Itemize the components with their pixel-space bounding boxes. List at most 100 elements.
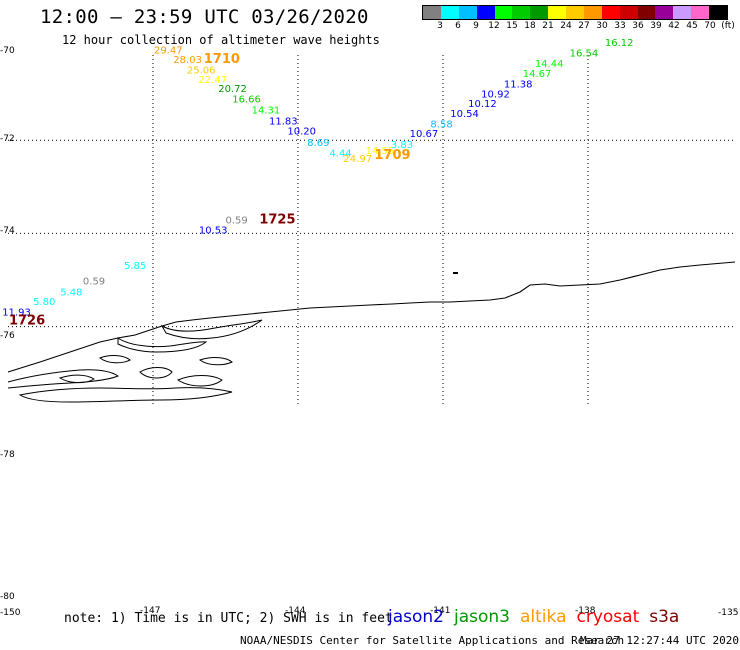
wave-height-value: 4.44 [329,149,351,160]
wave-height-value: 10.92 [481,89,510,100]
wave-height-value: 28.03 [173,55,202,66]
latitude-label: -74 [0,226,15,236]
wave-height-value: 8.58 [430,120,452,131]
wave-height-value: 10.67 [410,129,439,140]
island-5 [198,357,233,366]
wave-height-value: 16.66 [232,94,261,105]
rock-dot [453,272,458,274]
island-1 [139,367,173,379]
latitude-label: -70 [0,46,15,56]
wave-height-value: 8.69 [307,138,329,149]
island-3 [58,374,95,384]
longitude-label: -138 [575,606,596,616]
wave-height-value: 11.83 [269,116,298,127]
wave-height-value: 25.06 [187,66,216,77]
scale-label: 9 [473,21,479,31]
scale-swatch [673,6,692,19]
wave-height-value: 11.38 [504,80,533,91]
longitude-label: -144 [285,606,306,616]
wave-height-value: 5.85 [124,261,146,272]
wave-height-value: 3.83 [391,140,413,151]
latitude-label: -80 [0,592,15,602]
scale-label: 70 [704,21,716,31]
island-2 [176,375,223,387]
legend-cryosat: cryosat [576,607,640,627]
map-subtitle: 12 hour collection of altimeter wave hei… [62,33,380,47]
scale-swatch [423,6,441,19]
color-scale-labels: 3 6 9 12 15 18 21 24 27 30 33 36 39 42 45 70 (ft) [422,21,735,33]
scale-swatch [709,6,727,19]
latitude-label: -72 [0,134,15,144]
antarctic-coastline [7,261,736,403]
wave-height-color-scale [422,5,728,20]
scale-swatch [476,6,495,19]
scale-swatch [512,6,531,19]
wave-height-value: 11.93 [2,307,31,318]
coastline-peninsula [117,337,208,353]
scale-label: 24 [560,21,572,31]
scale-label: 42 [668,21,680,31]
wave-height-value: 0.59 [226,216,248,227]
wave-height-value: 10.20 [287,127,316,138]
track-time-label: 1709 [374,148,410,163]
scale-swatch [458,6,477,19]
scale-label: 18 [524,21,536,31]
scale-swatch [619,6,638,19]
scale-swatch [566,6,584,19]
scale-swatch [530,6,549,19]
note-text: note: 1) Time is in UTC; 2) SWH is in fe… [64,611,393,626]
coastline-south-1 [7,369,120,389]
scale-swatch [583,6,602,19]
wave-height-value: 10.12 [468,99,497,110]
wave-height-value: 14.67 [523,69,552,80]
wave-height-value: 14.44 [535,59,564,70]
scale-label: 21 [542,21,554,31]
scale-swatch [548,6,566,19]
wave-height-value: 14.55 [366,146,395,157]
scale-label: 12 [488,21,500,31]
wave-height-value: 20.72 [218,84,247,95]
scale-label: 15 [506,21,518,31]
wave-height-value: 22.47 [198,75,227,86]
footer-timestamp: Mar 27 12:27:44 UTC 2020 [580,634,739,647]
wave-height-value: 14.31 [252,106,281,117]
scale-label: 36 [632,21,644,31]
scale-label: 45 [686,21,698,31]
graticule [8,55,735,405]
scale-label: 27 [578,21,590,31]
coastline-south-2 [18,387,233,403]
track-time-label: 1726 [9,313,45,328]
wave-height-value: 16.12 [605,38,634,49]
longitude-label: -141 [430,606,451,616]
coastline-main [7,261,736,373]
scale-label: 33 [614,21,626,31]
scale-swatch [637,6,656,19]
scale-label: 3 [437,21,443,31]
coastline-inlet [160,319,263,340]
legend-altika: altika [520,607,567,627]
wave-height-value: 10.54 [450,109,479,120]
legend-jason2: jason2 [388,607,444,627]
track-time-label: 1710 [204,52,240,67]
latitude-label: -76 [0,331,15,341]
scale-swatch [494,6,513,19]
scale-label: 39 [650,21,662,31]
scale-label: 30 [596,21,608,31]
longitude-label: -150 [0,608,21,618]
longitude-label: -147 [140,606,161,616]
track-time-label: 1725 [259,213,295,228]
scale-swatch [691,6,709,19]
satellite-legend: jason2 jason3 altika cryosat s3a [388,607,689,627]
legend-s3a: s3a [649,607,680,627]
wave-height-value: 0.59 [83,277,105,288]
longitude-label: -135 [718,608,739,618]
scale-label: (ft) [721,21,735,31]
wave-height-value: 10.53 [199,225,228,236]
latitude-label: -78 [0,450,15,460]
wave-height-value: 16.54 [570,48,599,59]
scale-swatch [440,6,459,19]
map-title: 12:00 – 23:59 UTC 03/26/2020 [40,6,369,28]
